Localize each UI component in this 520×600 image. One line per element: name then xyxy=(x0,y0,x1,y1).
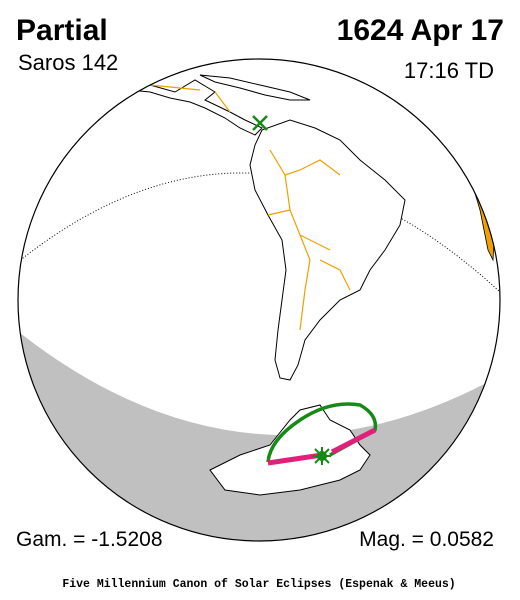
date: 1624 Apr 17 xyxy=(337,14,504,47)
land xyxy=(199,74,311,101)
night-shade xyxy=(18,325,500,541)
eclipse-limit xyxy=(266,402,378,463)
time: 17:16 TD xyxy=(404,58,494,83)
land xyxy=(249,119,406,381)
greatest-eclipse-point xyxy=(317,451,327,461)
saros: Saros 142 xyxy=(18,50,118,75)
land xyxy=(94,61,263,136)
eclipse-type: Partial xyxy=(16,14,108,47)
subsolar-point xyxy=(252,115,268,131)
equator xyxy=(18,172,500,293)
globe-outline xyxy=(17,58,501,542)
credit: Five Millennium Canon of Solar Eclipses … xyxy=(62,578,455,591)
borders xyxy=(267,149,351,331)
magnitude: Mag. = 0.0582 xyxy=(359,528,494,551)
gamma: Gam. = -1.5208 xyxy=(16,528,163,551)
